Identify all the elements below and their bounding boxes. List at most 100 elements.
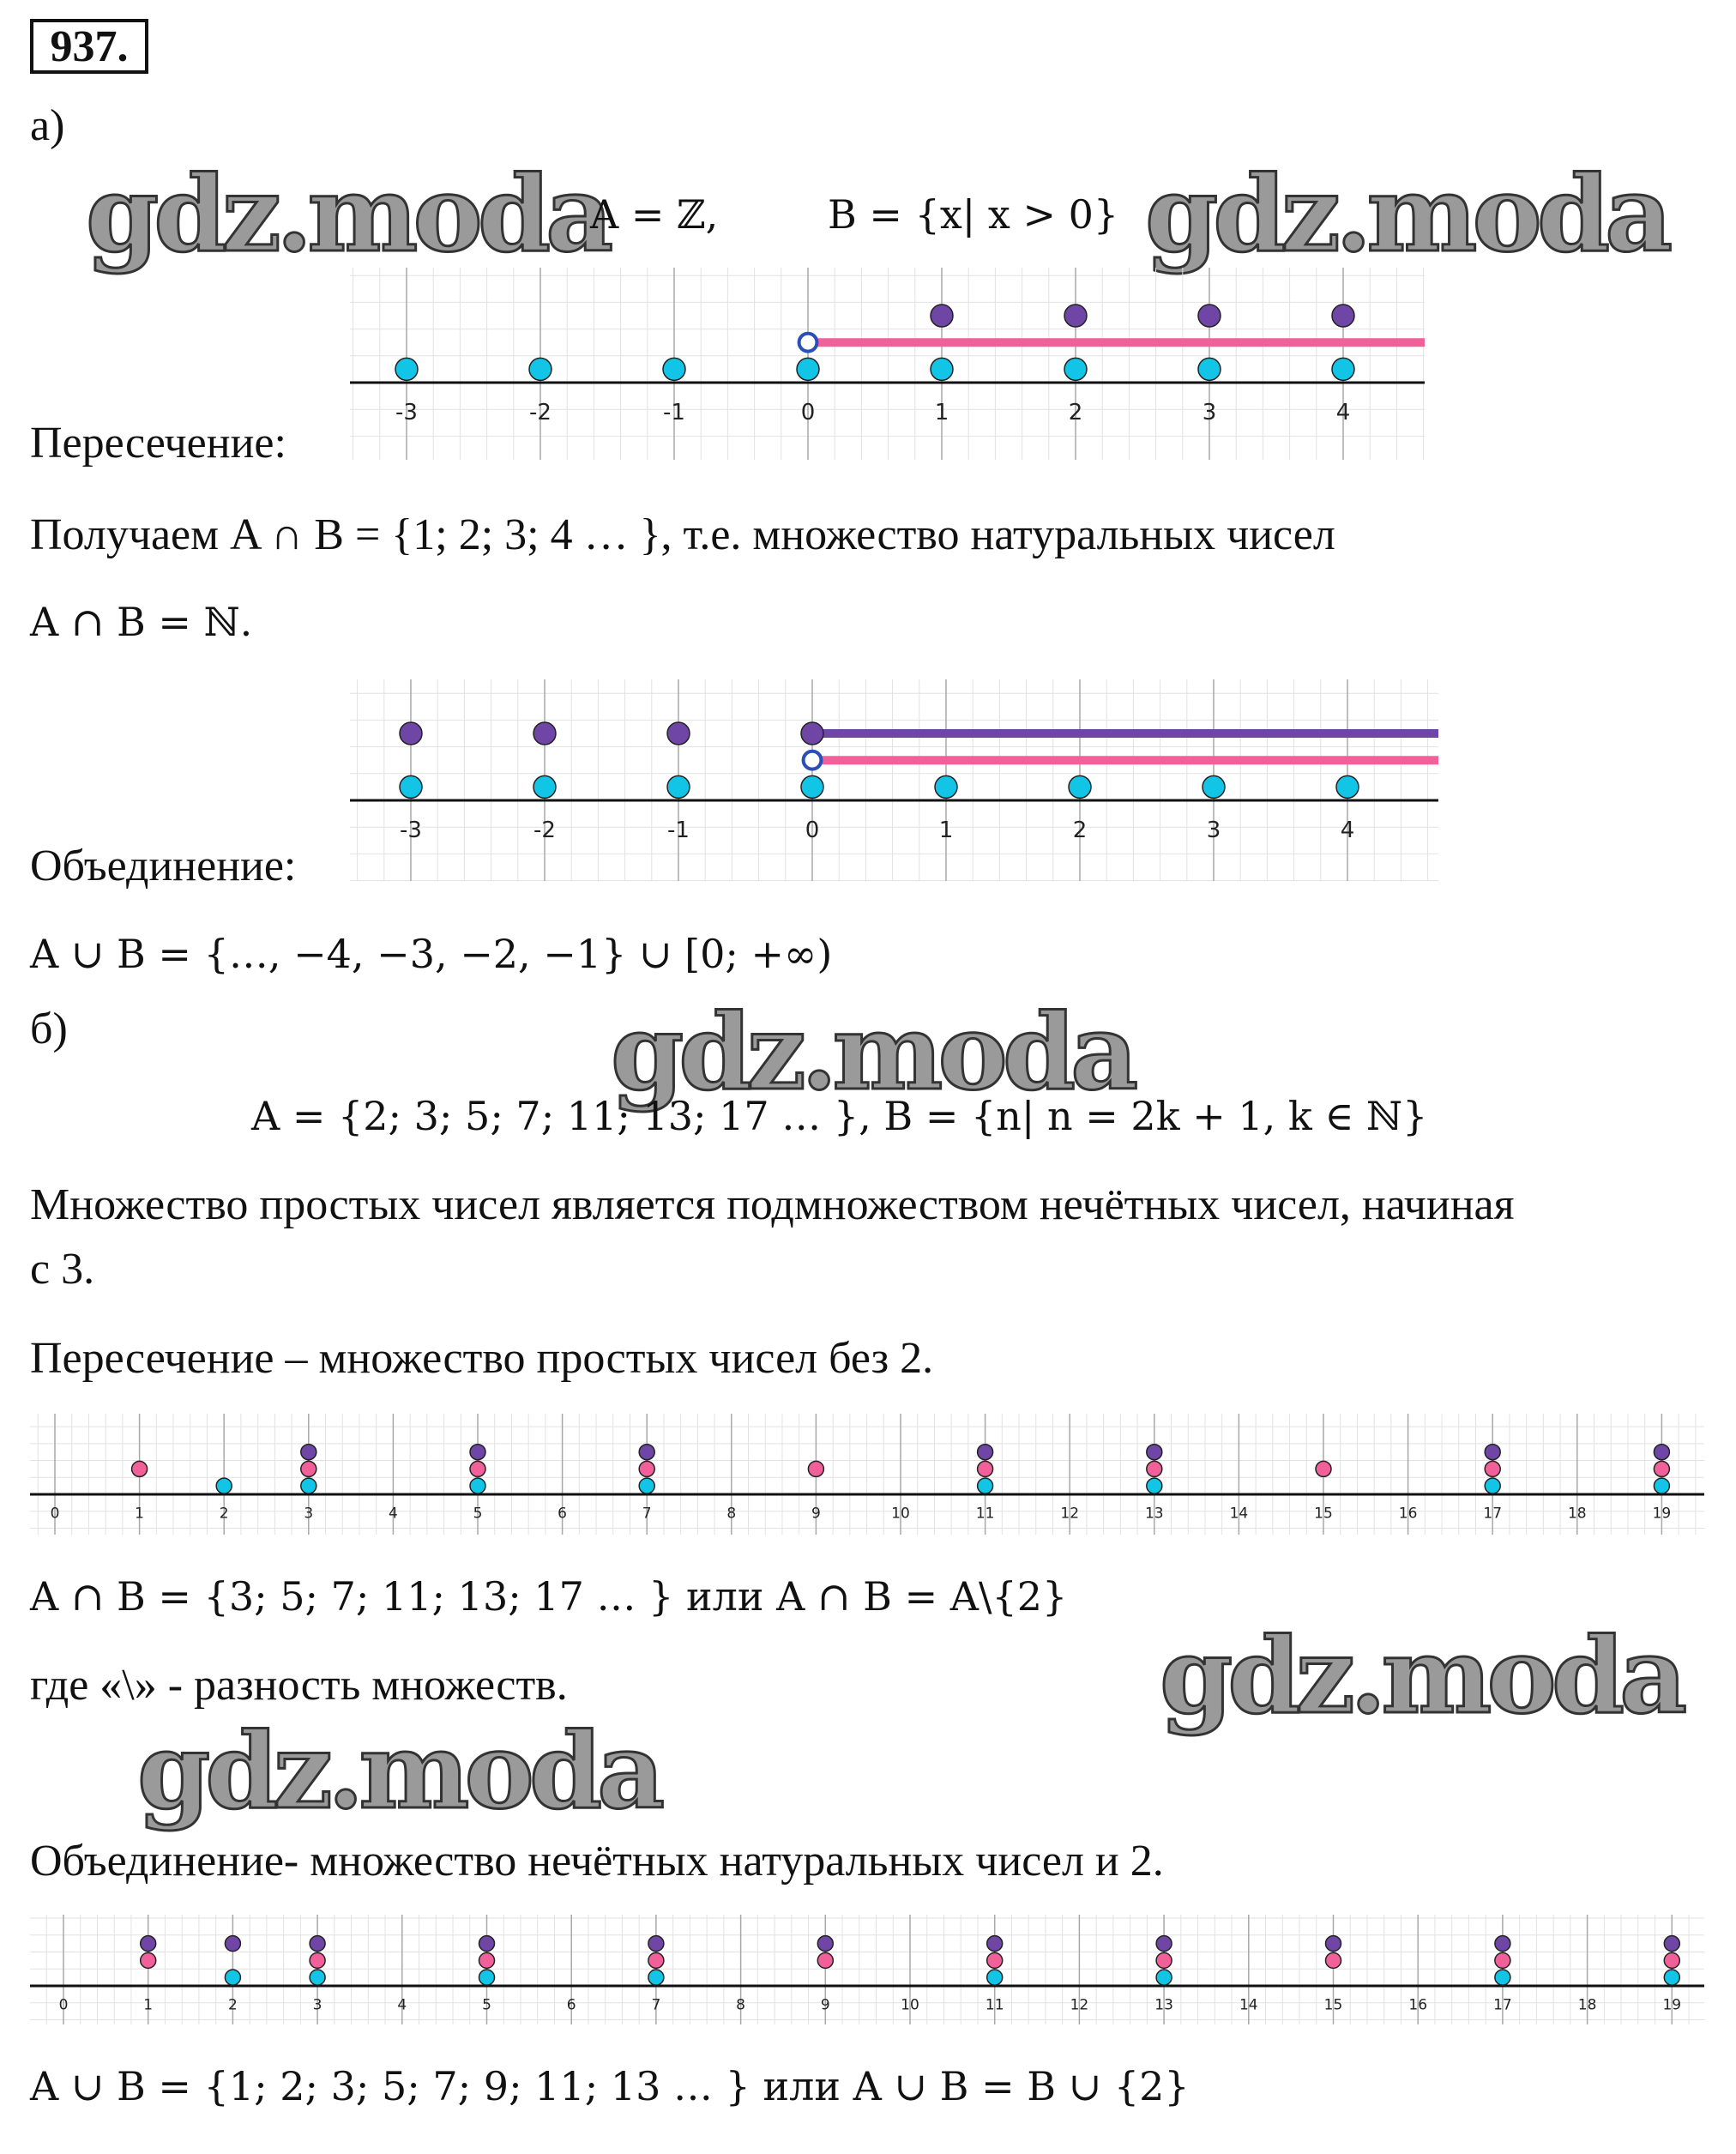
open-point (801, 749, 823, 771)
tick-label: 9 (821, 1996, 830, 2013)
tick-label: 13 (1145, 1505, 1164, 1522)
part-a-label: а) (30, 101, 65, 150)
point (309, 1934, 326, 1952)
point (1484, 1443, 1501, 1461)
point (1197, 357, 1221, 382)
tick-label: 0 (805, 818, 820, 843)
tick-label: 5 (482, 1996, 491, 2013)
point (1202, 775, 1226, 799)
tick-label: 4 (1336, 400, 1351, 425)
watermark-logo: gdz.moda (609, 990, 1139, 1113)
point (638, 1443, 655, 1461)
point (638, 1477, 655, 1494)
tick-label: 7 (651, 1996, 660, 2013)
point (817, 1952, 835, 1970)
tick-label: 0 (59, 1996, 69, 2013)
watermark-logo: gdz.moda (1158, 1614, 1688, 1737)
point (469, 1443, 486, 1461)
tick-label: 4 (1341, 818, 1355, 843)
point (1324, 1934, 1342, 1952)
tick-label: 14 (1230, 1505, 1249, 1522)
point (478, 1934, 496, 1952)
point (934, 775, 958, 799)
tick-label: -2 (533, 818, 556, 843)
part-b-label: б) (30, 1005, 68, 1053)
point (1663, 1952, 1681, 1970)
point (139, 1952, 157, 1970)
point (215, 1477, 232, 1494)
point (309, 1969, 326, 1986)
statement-b: Множество простых чисел является подмнож… (30, 1180, 1515, 1229)
number-line-union-a: -3 -2 -1 0 1 2 3 4 (350, 679, 1438, 882)
tick-label: 0 (801, 400, 816, 425)
point (533, 775, 557, 799)
open-point (797, 331, 819, 353)
union-label-a: Объединение: (30, 842, 297, 890)
intersection-result-a-2: A ∩ B = ℕ. (30, 599, 253, 645)
tick-label: 2 (220, 1505, 229, 1522)
watermark-logo: gdz.moda (1143, 152, 1673, 275)
tick-label: 17 (1483, 1505, 1502, 1522)
tick-label: 4 (389, 1505, 398, 1522)
intersection-result-a: Получаем A ∩ B = {1; 2; 3; 4 … }, т.е. м… (30, 510, 1335, 559)
tick-label: 1 (135, 1505, 144, 1522)
watermark-logo: gdz.moda (84, 152, 614, 275)
point (1494, 1969, 1511, 1986)
point (469, 1477, 486, 1494)
union-label-b: Объединение- множество нечётных натураль… (30, 1837, 1164, 1886)
set-b-definition: B = {x| x > 0} (828, 191, 1119, 238)
point (1197, 304, 1221, 328)
intersection-label-a: Пересечение: (30, 419, 286, 468)
tick-label: 15 (1314, 1505, 1333, 1522)
point (395, 357, 419, 382)
tick-label: 5 (473, 1505, 483, 1522)
point (1494, 1952, 1511, 1970)
tick-label: 4 (397, 1996, 407, 2013)
tick-label: 3 (304, 1505, 313, 1522)
point (1331, 357, 1355, 382)
point (638, 1460, 655, 1478)
point (528, 357, 552, 382)
tick-label: 16 (1399, 1505, 1418, 1522)
intersection-label-b: Пересечение – множество простых чисел бе… (30, 1334, 934, 1383)
point (533, 721, 557, 745)
tick-label: 1 (143, 1996, 153, 2013)
point (930, 304, 954, 328)
point (1146, 1477, 1163, 1494)
point (130, 1460, 148, 1478)
tick-label: -1 (663, 400, 685, 425)
intersection-result-b: A ∩ B = {3; 5; 7; 11; 13; 17 … } или A ∩… (30, 1573, 1068, 1620)
tick-label: 12 (1060, 1505, 1079, 1522)
tick-label: 3 (1207, 818, 1221, 843)
tick-label: 11 (976, 1505, 995, 1522)
point (1335, 775, 1359, 799)
tick-label: 16 (1408, 1996, 1427, 2013)
point (1155, 1969, 1172, 1986)
sets-b-definition: A = {2; 3; 5; 7; 11; 13; 17 … }, B = {n|… (251, 1093, 1428, 1139)
tick-label: 15 (1324, 1996, 1343, 2013)
point (1068, 775, 1092, 799)
point (1064, 304, 1088, 328)
point (300, 1477, 317, 1494)
point (1653, 1460, 1671, 1478)
set-a-definition: A = ℤ, (590, 191, 719, 238)
point (666, 721, 690, 745)
point (648, 1952, 665, 1970)
tick-label: 8 (726, 1505, 736, 1522)
point (300, 1443, 317, 1461)
point (1146, 1460, 1163, 1478)
tick-label: 0 (51, 1505, 60, 1522)
point (1155, 1934, 1172, 1952)
point (1653, 1443, 1671, 1461)
difference-note: где «\» - разность множеств. (30, 1661, 568, 1710)
tick-label: 18 (1578, 1996, 1597, 2013)
point (399, 775, 423, 799)
point (1484, 1460, 1501, 1478)
point (817, 1934, 835, 1952)
point (139, 1934, 157, 1952)
point (1494, 1934, 1511, 1952)
point (796, 357, 820, 382)
point (1315, 1460, 1332, 1478)
point (1663, 1969, 1681, 1986)
point (478, 1952, 496, 1970)
